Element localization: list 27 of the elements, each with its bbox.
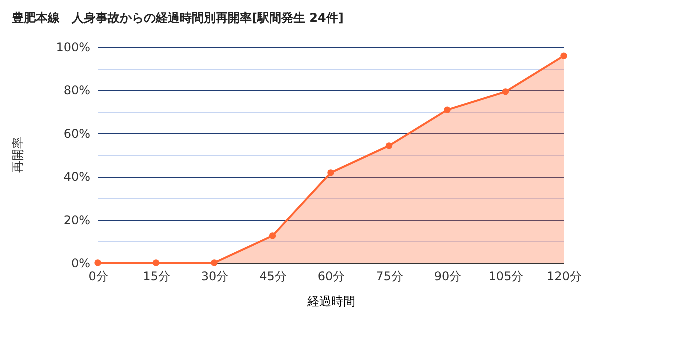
x-tick-label: 90分 bbox=[434, 270, 462, 284]
point bbox=[386, 142, 393, 150]
y-tick-label: 40% bbox=[64, 170, 90, 184]
point bbox=[94, 260, 102, 266]
chart-title: 豊肥本線 人身事故からの経過時間別再開率[駅間発生 24件] bbox=[11, 11, 344, 25]
y-tick-label: 20% bbox=[64, 213, 90, 228]
y-tick-label: 0% bbox=[71, 256, 90, 270]
x-axis-title: 経過時間 bbox=[306, 294, 356, 308]
point bbox=[444, 106, 451, 114]
point bbox=[502, 88, 510, 96]
point bbox=[560, 52, 568, 60]
x-tick-label: 15分 bbox=[143, 270, 170, 284]
y-axis-title: 再開率 bbox=[11, 137, 25, 173]
x-tick-label: 120分 bbox=[547, 270, 582, 284]
y-tick-label: 80% bbox=[64, 84, 90, 98]
x-tick-label: 75分 bbox=[376, 270, 404, 284]
x-tick-label: 0分 bbox=[88, 270, 108, 284]
x-tick-label: 105分 bbox=[488, 270, 524, 284]
x-tick-label: 30分 bbox=[201, 270, 229, 284]
y-tick-label: 60% bbox=[64, 126, 90, 141]
x-tick-label: 60分 bbox=[318, 270, 346, 284]
point bbox=[328, 170, 334, 176]
point bbox=[269, 232, 276, 240]
point bbox=[211, 260, 218, 266]
point bbox=[152, 260, 160, 266]
y-tick-label: 100% bbox=[56, 40, 90, 54]
x-tick-label: 45分 bbox=[260, 270, 287, 284]
